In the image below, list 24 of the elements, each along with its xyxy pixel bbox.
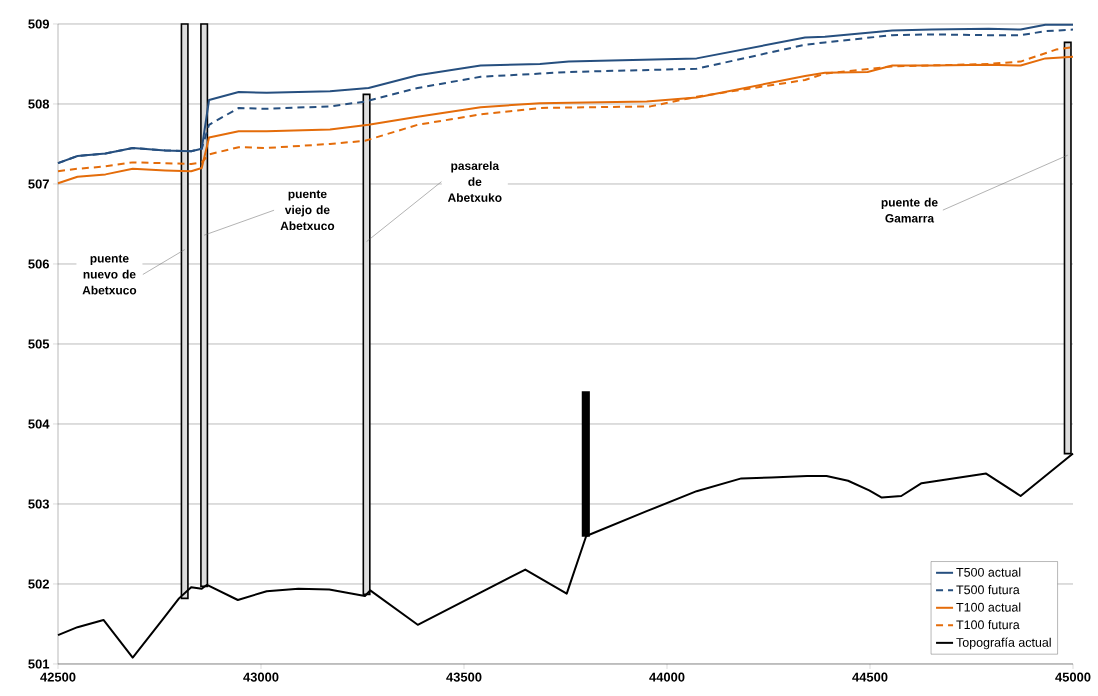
x-tick-label: 45000	[1055, 672, 1091, 682]
x-tick-label: 43000	[243, 672, 279, 682]
legend-label: Topografía actual	[956, 637, 1051, 650]
y-tick-label: 502	[28, 579, 49, 589]
y-tick-label: 504	[28, 419, 50, 429]
y-tick-label: 505	[28, 339, 50, 349]
x-tick-label: 43500	[446, 672, 482, 682]
legend-label: T100 actual	[956, 602, 1021, 612]
legend-label: T500 futura	[956, 585, 1020, 595]
y-tick-label: 503	[28, 499, 50, 509]
y-tick-label: 508	[28, 99, 50, 109]
y-tick-label: 506	[28, 259, 50, 269]
y-tick-label: 501	[28, 659, 50, 669]
x-tick-label: 44000	[649, 672, 685, 682]
x-tick-label: 44500	[852, 672, 888, 682]
y-tick-label: 509	[28, 19, 49, 29]
annotation: pasarela de Abetxuko	[447, 161, 502, 202]
annotation: puente viejo de Abetxuco	[280, 190, 335, 231]
legend-label: T100 futura	[956, 620, 1020, 630]
y-tick-label: 507	[28, 179, 49, 189]
annotation: puente nuevo de Abetxuco	[82, 254, 137, 295]
legend-label: T500 actual	[956, 567, 1021, 577]
x-tick-label: 42500	[40, 672, 76, 682]
annotation: puente de Gamarra	[881, 197, 938, 223]
